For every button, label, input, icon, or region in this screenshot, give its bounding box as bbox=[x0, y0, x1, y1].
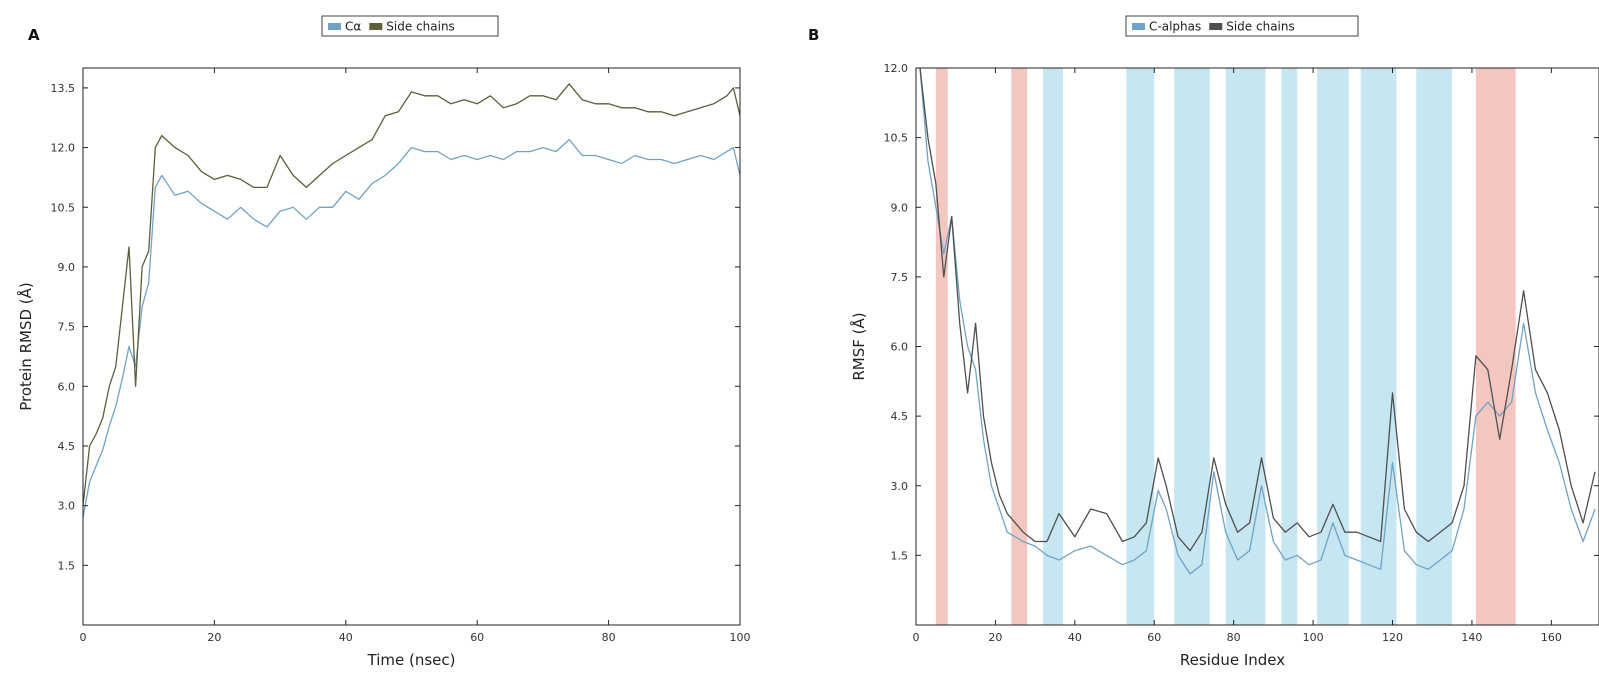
y-tick-label: 3.0 bbox=[58, 500, 76, 513]
x-tick-label: 0 bbox=[80, 631, 87, 644]
series-line-side-chains bbox=[83, 83, 740, 506]
series-line-side-chains bbox=[919, 68, 1596, 552]
shaded-region-helix bbox=[1475, 68, 1516, 625]
y-tick-label: 4.5 bbox=[58, 440, 76, 453]
y-tick-label: 12.0 bbox=[884, 62, 909, 75]
legend-swatch bbox=[369, 23, 383, 30]
x-tick-label: 40 bbox=[1068, 631, 1082, 644]
shaded-region-helix bbox=[935, 68, 948, 625]
x-tick-label: 160 bbox=[1541, 631, 1562, 644]
legend-box bbox=[1125, 15, 1359, 37]
x-tick-label: 20 bbox=[207, 631, 221, 644]
x-tick-label: 60 bbox=[1147, 631, 1161, 644]
y-tick-label: 7.5 bbox=[58, 321, 76, 334]
y-tick-label: 1.5 bbox=[891, 549, 909, 562]
x-tick-label: 100 bbox=[730, 631, 751, 644]
x-axis-label: Residue Index bbox=[1180, 651, 1285, 669]
x-tick-label: 40 bbox=[339, 631, 353, 644]
legend: C-alphas Side chains bbox=[1125, 15, 1359, 37]
shaded-region-strand bbox=[1225, 68, 1266, 625]
y-tick-label: 1.5 bbox=[58, 559, 76, 572]
shaded-region-strand bbox=[1360, 68, 1397, 625]
legend-entry-label: Side chains bbox=[1226, 20, 1295, 34]
legend-entry-label: Cα bbox=[345, 20, 361, 34]
legend-swatch bbox=[1132, 23, 1145, 30]
shaded-region-strand bbox=[1416, 68, 1453, 625]
x-axis-label: Time (nsec) bbox=[367, 651, 456, 669]
legend-entry-label: Side chains bbox=[386, 20, 455, 34]
y-tick-label: 12.0 bbox=[51, 142, 76, 155]
panel-b-letter: B bbox=[808, 26, 819, 44]
y-tick-label: 10.5 bbox=[884, 132, 909, 145]
y-tick-label: 6.0 bbox=[891, 341, 909, 354]
shaded-region-strand bbox=[1174, 68, 1210, 625]
shaded-region-strand bbox=[1317, 68, 1349, 625]
legend-swatch bbox=[328, 23, 341, 30]
legend-swatch bbox=[1209, 23, 1223, 30]
y-tick-label: 7.5 bbox=[891, 271, 909, 284]
panel-a-letter: A bbox=[28, 26, 40, 44]
y-tick-label: 10.5 bbox=[51, 201, 76, 214]
x-tick-label: 80 bbox=[1227, 631, 1241, 644]
y-axis-label: Protein RMSD (Å) bbox=[16, 282, 35, 411]
y-tick-label: 3.0 bbox=[891, 480, 909, 493]
series-line-primary bbox=[83, 138, 740, 518]
legend-entry-label: C-alphas bbox=[1149, 20, 1201, 34]
series-line-primary bbox=[919, 68, 1596, 575]
x-tick-label: 0 bbox=[913, 631, 920, 644]
legend: Cα Side chains bbox=[321, 15, 499, 37]
shaded-region-strand bbox=[1126, 68, 1155, 625]
x-tick-label: 20 bbox=[988, 631, 1002, 644]
x-tick-label: 100 bbox=[1303, 631, 1324, 644]
shaded-region-strand bbox=[1043, 68, 1063, 625]
y-tick-label: 4.5 bbox=[891, 410, 909, 423]
x-tick-label: 120 bbox=[1382, 631, 1403, 644]
y-axis-label: RMSF (Å) bbox=[849, 312, 868, 380]
y-tick-label: 9.0 bbox=[891, 201, 909, 214]
chart-panel-a: 0 20 40 60 80 100 1.5 3.0 4.5 6.0 7.5 9.0 10.5 12.0 13… bbox=[16, 15, 751, 669]
plot-frame bbox=[82, 67, 741, 626]
legend-box bbox=[321, 15, 499, 37]
shaded-region-helix bbox=[1011, 68, 1028, 625]
y-tick-label: 6.0 bbox=[58, 380, 76, 393]
chart-panel-b: 0 20 40 60 80 100 120 140 160 1.5 3.0 4.5 6.0 7.5 9.0 1… bbox=[849, 15, 1599, 669]
x-tick-label: 80 bbox=[602, 631, 616, 644]
shaded-region-strand bbox=[1281, 68, 1298, 625]
y-tick-label: 13.5 bbox=[51, 82, 76, 95]
x-tick-label: 140 bbox=[1461, 631, 1482, 644]
y-tick-label: 9.0 bbox=[58, 261, 76, 274]
x-tick-label: 60 bbox=[470, 631, 484, 644]
